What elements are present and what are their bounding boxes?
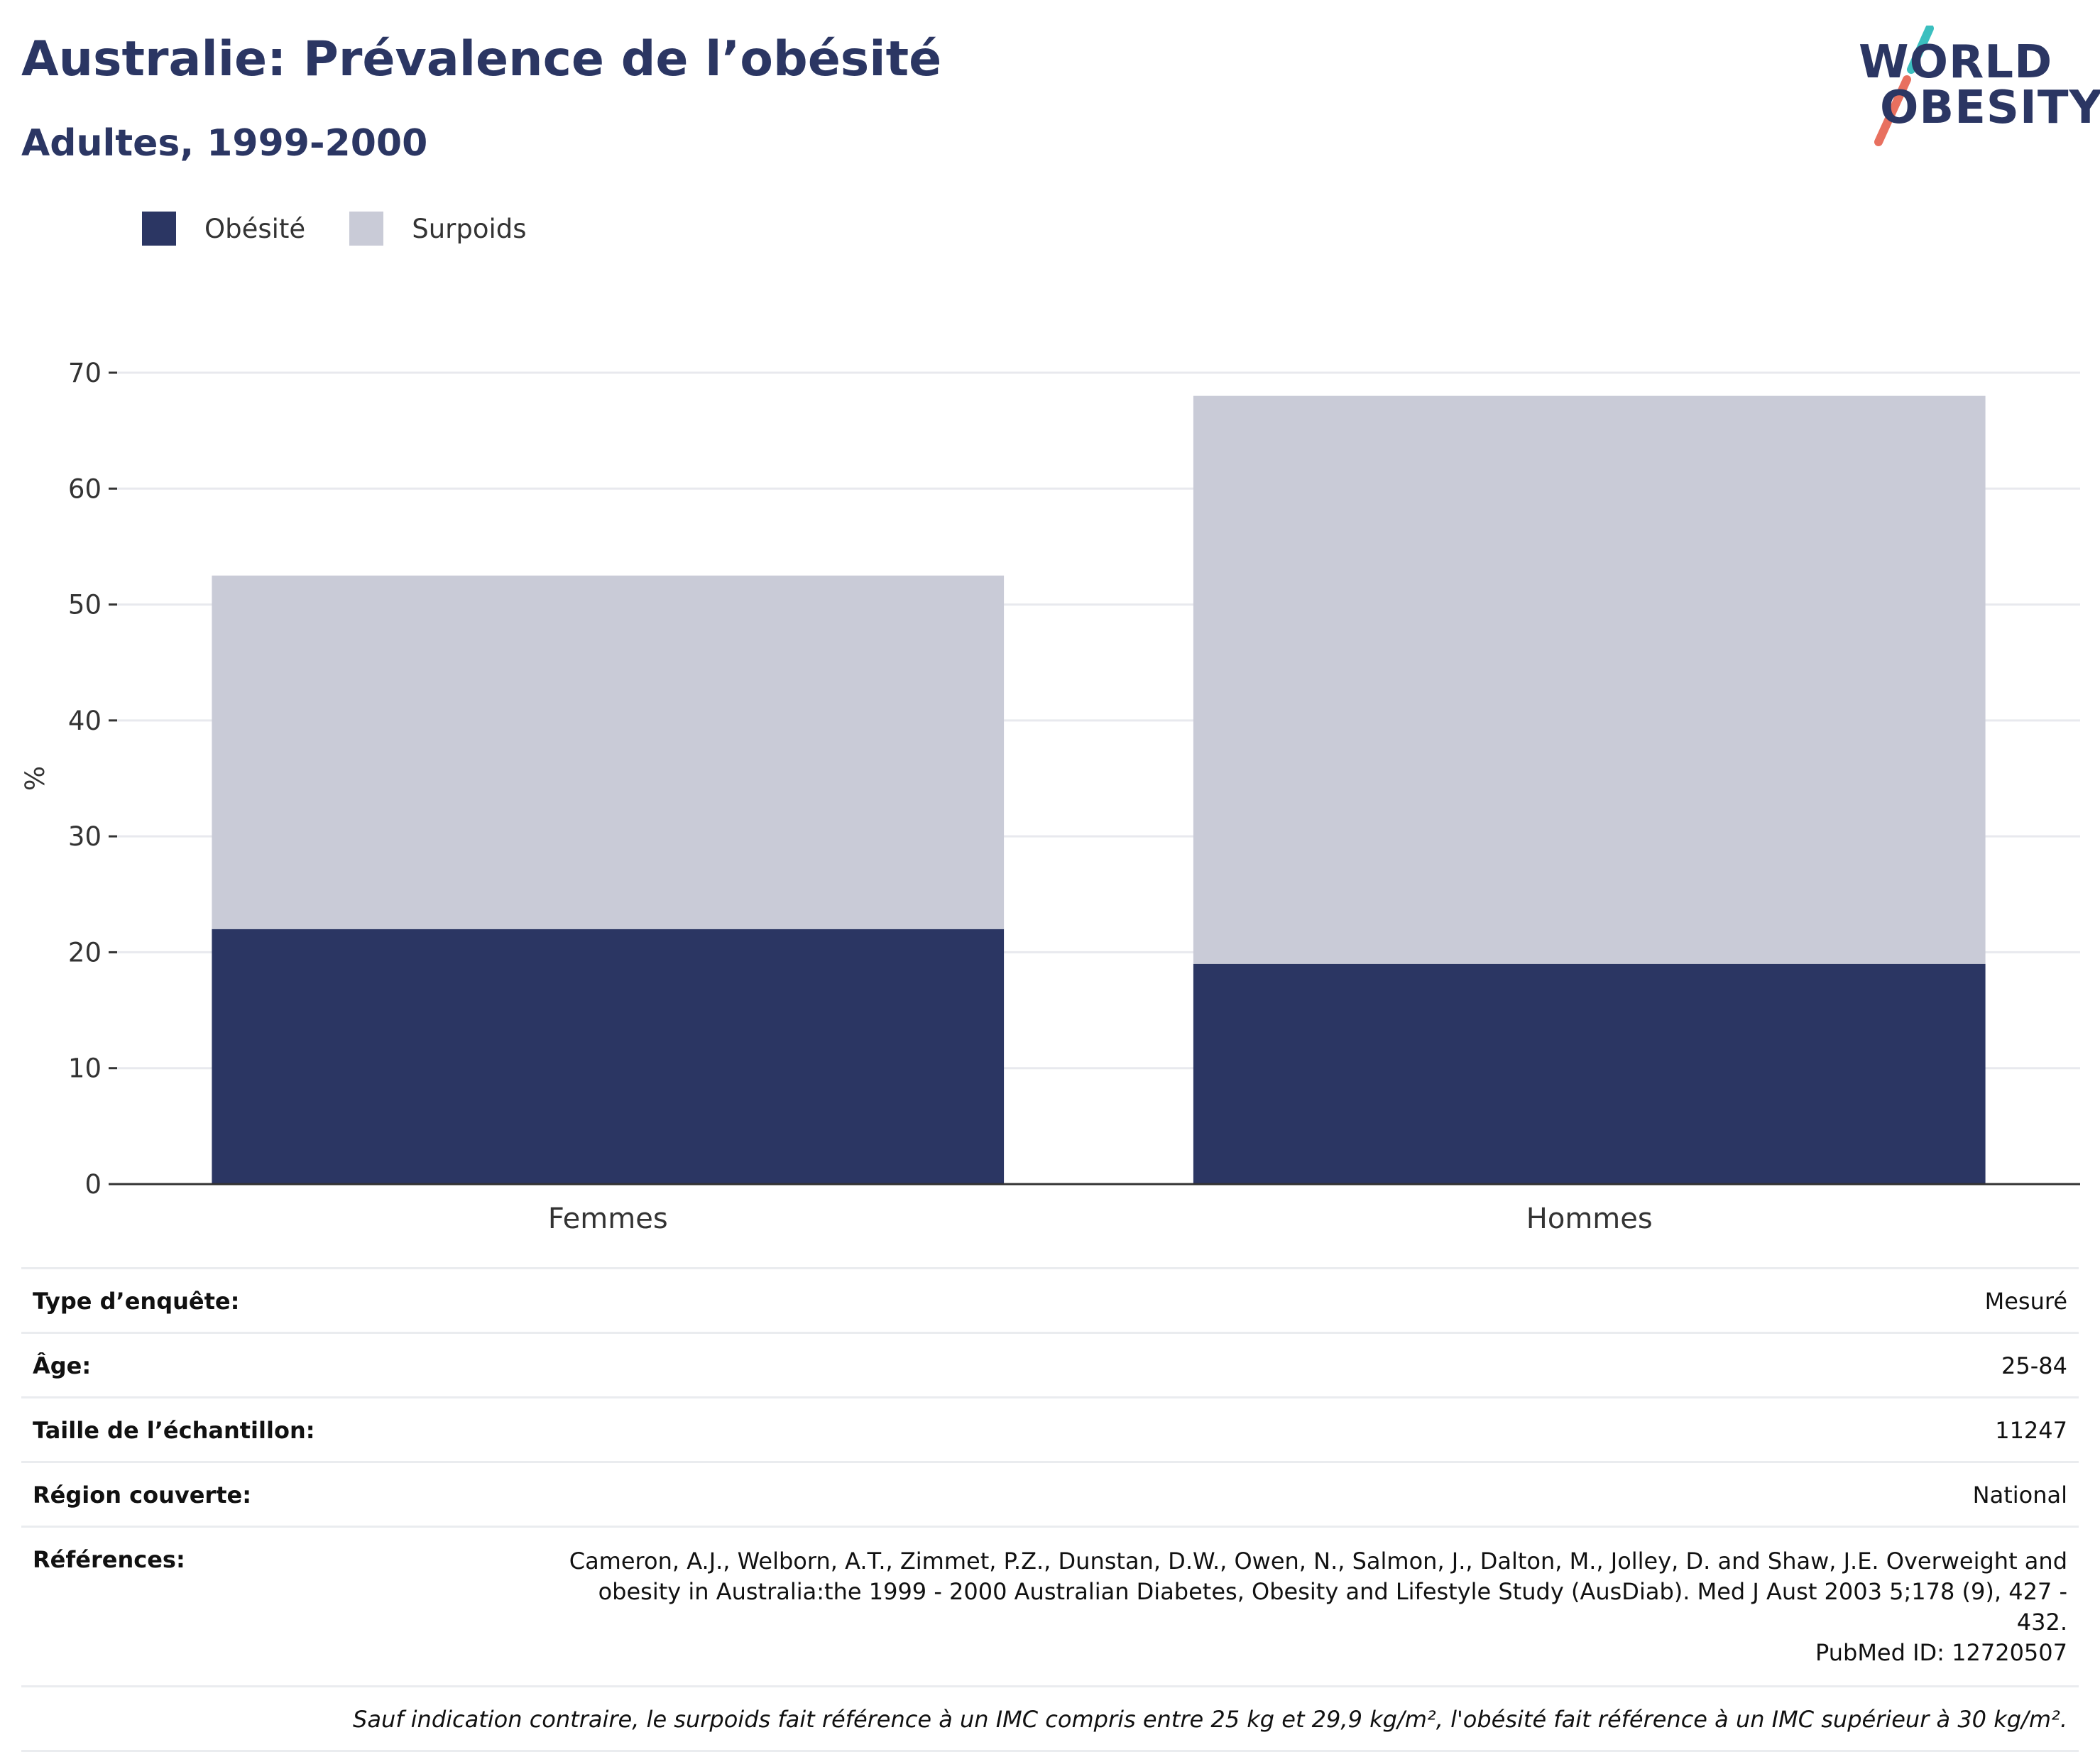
y-tick-label: 0 xyxy=(84,1169,102,1200)
legend-swatch-surpoids xyxy=(349,212,384,246)
definition-footnote: Sauf indication contraire, le surpoids f… xyxy=(21,1685,2079,1752)
info-row-region: Région couverte: National xyxy=(21,1461,2079,1526)
y-tick-label: 50 xyxy=(68,590,102,620)
survey-info-table: Type d’enquête: Mesuré Âge: 25-84 Taille… xyxy=(21,1267,2079,1752)
legend-item-surpoids: Surpoids xyxy=(349,212,527,246)
legend-label-obesite: Obésité xyxy=(204,213,306,244)
survey-type-value: Mesuré xyxy=(1984,1288,2067,1315)
survey-type-label: Type d’enquête: xyxy=(33,1288,240,1315)
x-tick-label: Femmes xyxy=(548,1203,668,1235)
y-axis-label: % xyxy=(20,766,50,791)
page-subtitle: Adultes, 1999-2000 xyxy=(21,122,428,165)
reference-line: Cameron, A.J., Welborn, A.T., Zimmet, P.… xyxy=(569,1548,2067,1575)
sample-size-label: Taille de l’échantillon: xyxy=(33,1417,315,1444)
references-value: Cameron, A.J., Welborn, A.T., Zimmet, P.… xyxy=(541,1546,2067,1668)
info-row-references: Références: Cameron, A.J., Welborn, A.T.… xyxy=(21,1526,2079,1685)
sample-size-value: 11247 xyxy=(1995,1417,2067,1444)
y-tick-label: 60 xyxy=(68,473,102,504)
age-label: Âge: xyxy=(33,1352,92,1379)
legend-item-obesite: Obésité xyxy=(142,212,305,246)
logo-text-obesity: OBESITY xyxy=(1880,82,2100,134)
info-row-age: Âge: 25-84 xyxy=(21,1332,2079,1396)
y-tick-label: 10 xyxy=(68,1053,102,1084)
bar-surpoids-femmes xyxy=(212,575,1005,929)
bar-surpoids-hommes xyxy=(1193,395,1986,964)
region-label: Région couverte: xyxy=(33,1482,251,1509)
age-value: 25-84 xyxy=(2001,1352,2067,1379)
legend-swatch-obesite xyxy=(142,212,176,246)
bar-obsit-femmes xyxy=(212,929,1005,1184)
y-tick-label: 30 xyxy=(68,821,102,852)
logo-slash-icon xyxy=(1874,26,1934,146)
region-value: National xyxy=(1972,1482,2067,1509)
stacked-bar-chart: 0 10 20 30 40 50 60 70% Femmes Hommes xyxy=(20,358,2080,1235)
references-label: Références: xyxy=(33,1546,185,1573)
info-row-survey-type: Type d’enquête: Mesuré xyxy=(21,1267,2079,1332)
reference-line: PubMed ID: 12720507 xyxy=(1815,1639,2067,1666)
info-row-sample-size: Taille de l’échantillon: 11247 xyxy=(21,1396,2079,1461)
y-tick-label: 40 xyxy=(68,706,102,736)
y-tick-label: 20 xyxy=(68,937,102,968)
logo-text-world: WORLD xyxy=(1859,36,2053,89)
legend-label-surpoids: Surpoids xyxy=(412,213,527,244)
x-tick-label: Hommes xyxy=(1526,1203,1653,1235)
world-obesity-logo: WORLD OBESITY xyxy=(1846,26,2100,153)
y-tick-label: 70 xyxy=(68,358,102,388)
chart-legend: Obésité Surpoids xyxy=(142,212,571,246)
bar-obsit-hommes xyxy=(1193,963,1986,1184)
page-title: Australie: Prévalence de l’obésité xyxy=(21,31,942,87)
reference-line: obesity in Australia:the 1999 - 2000 Aus… xyxy=(598,1578,2067,1636)
